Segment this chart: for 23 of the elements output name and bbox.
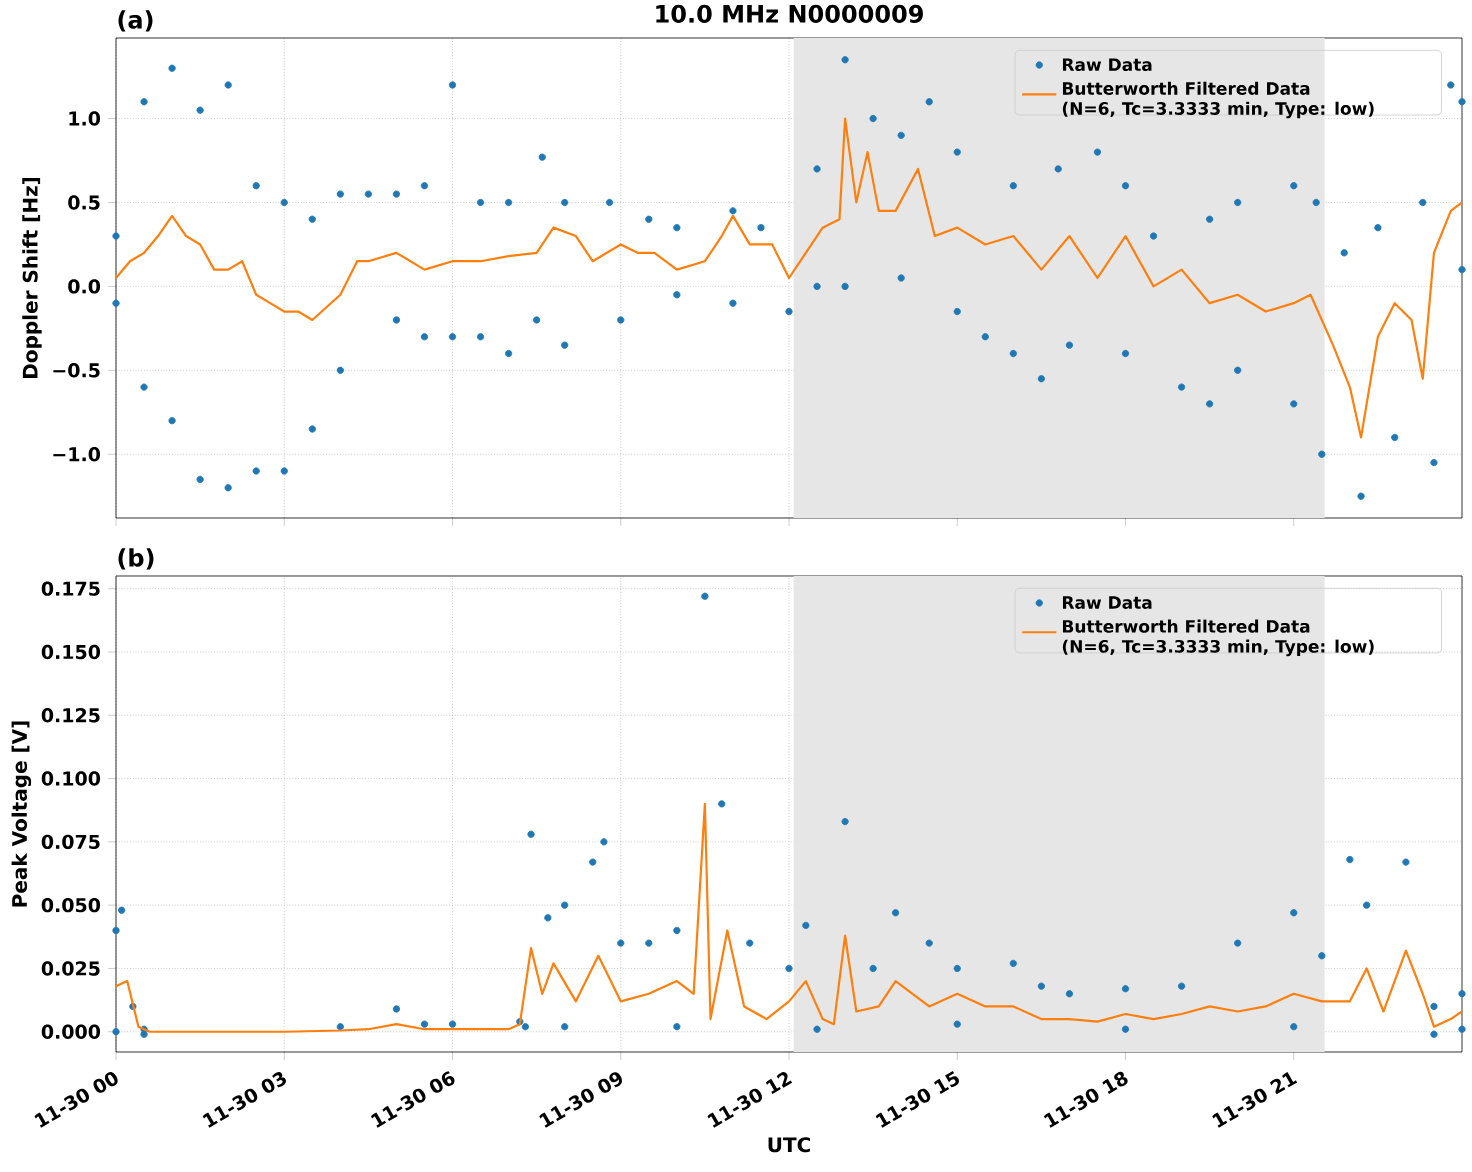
- y-tick-label: 0.5: [68, 195, 100, 210]
- text: (a): [118, 10, 153, 32]
- text: (b): [118, 548, 154, 570]
- legend-label: Raw Data: [1062, 58, 1152, 72]
- y-axis-title: Peak Voltage [V]: [11, 721, 32, 907]
- legend-label: Butterworth Filtered Data (N=6, Tc=3.3333 min, Type: low): [1062, 619, 1374, 657]
- y-tick-label: 0.025: [41, 961, 100, 976]
- y-tick-label: 0.175: [41, 581, 100, 596]
- legend-label: Raw Data: [1062, 596, 1152, 609]
- y-tick-label: 0.075: [41, 834, 100, 850]
- chart-title: 10.0 MHz N0000009: [656, 4, 923, 23]
- x-axis-title: UTC: [768, 1137, 810, 1153]
- legend-label: Butterworth Filtered Data (N=6, Tc=3.3333 min, Type: low): [1062, 81, 1374, 119]
- y-tick-label: 0.150: [41, 644, 101, 660]
- y-tick-label: 0.050: [41, 897, 101, 913]
- y-tick-label: 1.0: [69, 111, 101, 126]
- y-axis-title: Doppler Shift [Hz]: [22, 177, 42, 378]
- y-tick-label: 0.0: [68, 279, 101, 294]
- y-tick-label: 0.000: [41, 1024, 101, 1039]
- y-tick-label: −0.5: [53, 363, 100, 378]
- y-tick-label: 0.125: [41, 708, 100, 723]
- y-tick-label: −1.0: [53, 447, 101, 462]
- y-tick-label: 0.100: [41, 771, 101, 786]
